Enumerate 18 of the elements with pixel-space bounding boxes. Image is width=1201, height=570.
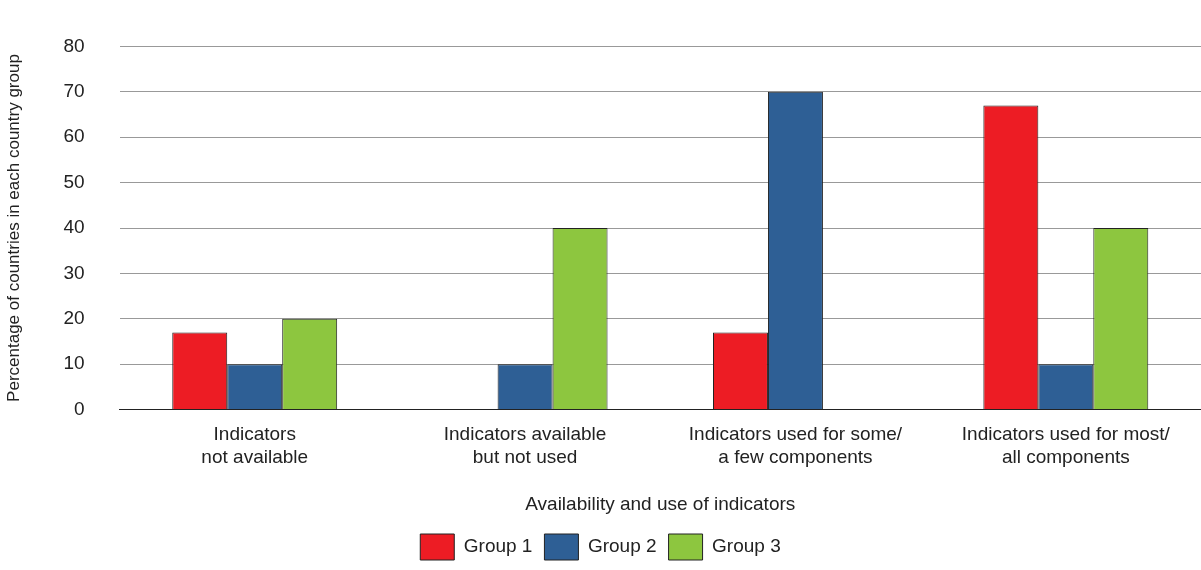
y-tick-label: 0	[73, 397, 85, 419]
y-tick-label: 70	[63, 80, 85, 102]
y-axis-title: Percentage of countries in each country group	[3, 54, 23, 402]
y-tick-label: 80	[63, 34, 85, 56]
legend-label: Group 3	[712, 535, 781, 557]
y-tick-label: 50	[63, 170, 85, 192]
y-tick-label: 60	[63, 125, 85, 147]
x-tick-label: Indicators available but not used	[443, 423, 607, 468]
y-tick-label: 30	[63, 261, 85, 283]
legend-label: Group 2	[587, 535, 657, 557]
x-tick-label: Indicators used for most/ all components	[961, 423, 1171, 468]
y-tick-label: 10	[63, 352, 85, 374]
x-axis-title: Availability and use of indicators	[525, 492, 796, 514]
x-tick-label: Indicators used for some/ a few components	[688, 423, 903, 468]
y-tick-label: 40	[63, 216, 85, 238]
legend-label: Group 1	[463, 535, 533, 557]
y-tick-label: 20	[63, 307, 85, 329]
x-tick-label: Indicators not available	[201, 423, 309, 468]
